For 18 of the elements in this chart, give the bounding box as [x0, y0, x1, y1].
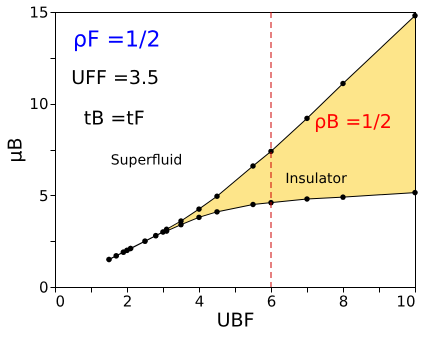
annotation: ρF =1/2 — [73, 28, 160, 52]
annotation: ρB =1/2 — [314, 111, 392, 133]
x-tick-label: 10 — [396, 292, 416, 310]
y-tick-label: 0 — [38, 278, 48, 296]
y-axis-title: μB — [4, 137, 26, 163]
annotation: UFF =3.5 — [71, 67, 160, 89]
annotation: Superfluid — [110, 152, 182, 168]
x-tick-label: 0 — [56, 292, 66, 310]
x-tick-label: 6 — [266, 292, 276, 310]
y-tick-label: 10 — [29, 95, 48, 114]
x-tick-label: 8 — [338, 292, 348, 310]
y-tick-label: 5 — [38, 186, 48, 205]
annotation: tB =tF — [84, 107, 145, 130]
x-axis-title: UBF — [216, 310, 254, 332]
x-tick-label: 4 — [194, 292, 204, 310]
x-tick-label: 2 — [122, 292, 132, 310]
annotation: Insulator — [285, 170, 348, 187]
y-tick-label: 15 — [29, 4, 48, 22]
